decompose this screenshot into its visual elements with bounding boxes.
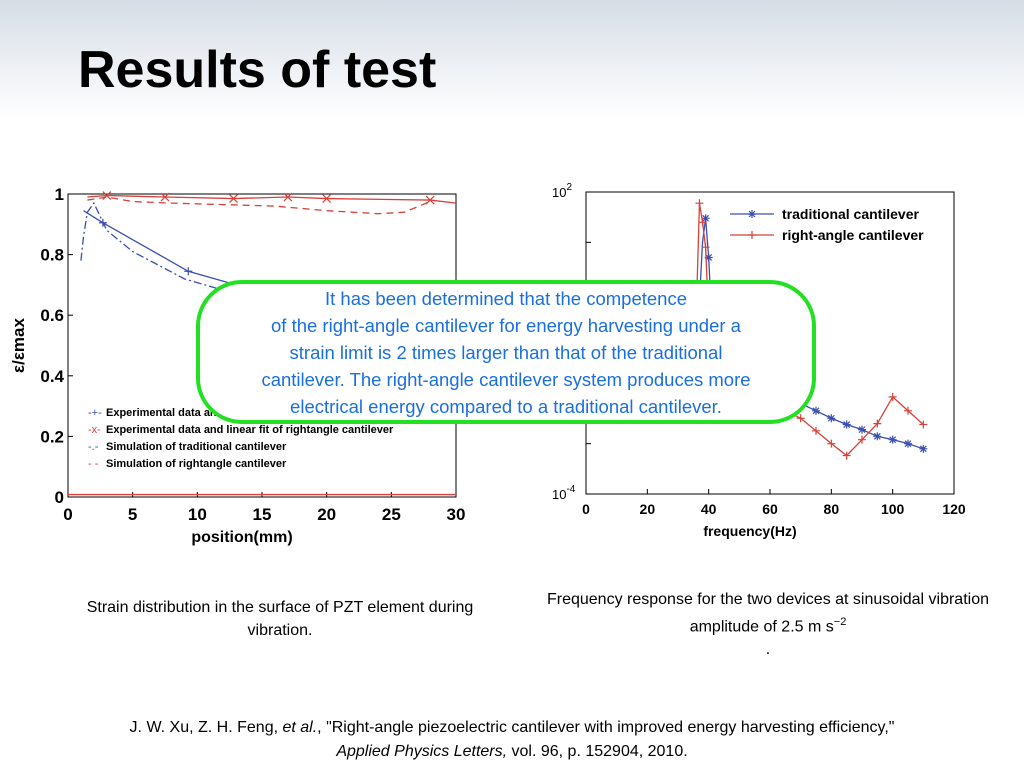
y-tick-label: 10-4 xyxy=(552,484,576,502)
right-caption-superscript: −2 xyxy=(833,616,847,628)
star-marker xyxy=(919,444,928,453)
right-caption-text: Frequency response for the two devices a… xyxy=(546,591,989,636)
citation-etal: et al. xyxy=(282,719,318,736)
star-marker xyxy=(812,406,820,415)
legend-marker: -.- xyxy=(88,441,99,453)
x-tick-label: 20 xyxy=(640,501,656,517)
plus-marker xyxy=(701,243,710,252)
callout-line: electrical energy compared to a traditio… xyxy=(290,395,722,417)
plus-marker xyxy=(842,451,851,460)
plus-marker xyxy=(873,419,882,428)
x-tick-label: 80 xyxy=(824,501,840,517)
star-marker xyxy=(842,420,851,429)
y-tick-base: 10 xyxy=(552,185,566,200)
series-line xyxy=(80,201,237,295)
legend-marker: -+- xyxy=(88,407,102,419)
left-figure-caption: Strain distribution in the surface of PZ… xyxy=(86,599,474,639)
star-marker xyxy=(704,253,713,262)
callout-line: strain limit is 2 times larger than that… xyxy=(289,341,723,363)
plus-marker xyxy=(827,439,836,448)
series-line xyxy=(87,196,431,215)
x-tick-label: 10 xyxy=(188,505,207,524)
citation-journal: Applied Physics Letters, xyxy=(336,743,508,760)
x-tick-label: 20 xyxy=(317,505,336,524)
x-tick-label: 0 xyxy=(63,505,72,524)
x-axis-label: position(mm) xyxy=(191,529,292,546)
x-tick-label: 0 xyxy=(582,501,590,517)
plus-marker xyxy=(796,414,805,423)
y-tick-exponent: 2 xyxy=(566,182,572,193)
star-marker xyxy=(748,210,756,218)
plus-marker xyxy=(919,420,928,429)
x-tick-label: 60 xyxy=(762,501,778,517)
callout-line: cantilever. The right-angle cantilever s… xyxy=(261,368,751,390)
conclusion-callout: It has been determined that the competen… xyxy=(196,280,816,424)
x-tick-label: 120 xyxy=(942,501,966,517)
x-marker xyxy=(229,194,238,203)
x-marker xyxy=(322,194,332,203)
legend-label: traditional cantilever xyxy=(782,206,919,222)
y-tick-label: 1 xyxy=(55,185,64,204)
legend-label: right-angle cantilever xyxy=(782,227,924,243)
plus-marker xyxy=(812,426,820,435)
y-tick-label: 0.2 xyxy=(40,427,64,446)
right-figure-caption: Frequency response for the two devices a… xyxy=(520,588,1016,661)
callout-line: It has been determined that the competen… xyxy=(324,287,687,309)
citation: J. W. Xu, Z. H. Feng, et al., "Right-ang… xyxy=(0,716,1024,764)
y-tick-label: 0.8 xyxy=(40,246,64,265)
plus-marker xyxy=(888,392,897,401)
x-axis-label: frequency(Hz) xyxy=(703,523,796,539)
series-line xyxy=(87,194,457,204)
legend-label: Experimental data and xyxy=(106,407,223,419)
plus-marker xyxy=(695,199,704,208)
star-marker xyxy=(888,435,897,444)
x-marker xyxy=(160,192,170,202)
plus-marker xyxy=(184,267,193,276)
x-tick-label: 100 xyxy=(881,501,905,517)
star-marker xyxy=(904,439,912,448)
y-tick-label: 102 xyxy=(552,182,572,200)
plus-marker xyxy=(748,231,756,239)
callout-line: of the right-angle cantilever for energy… xyxy=(271,314,741,336)
star-marker xyxy=(827,414,836,423)
right-caption-period: . xyxy=(765,641,771,659)
citation-details: vol. 96, p. 152904, 2010. xyxy=(507,743,688,760)
y-tick-label: 0.6 xyxy=(40,306,64,325)
y-tick-exponent: -4 xyxy=(566,484,575,495)
y-tick-label: 0.4 xyxy=(40,367,64,386)
page-title: Results of test xyxy=(78,41,437,99)
legend-marker: - - xyxy=(88,458,99,470)
x-tick-label: 5 xyxy=(128,505,137,524)
legend-label: Simulation of traditional cantilever xyxy=(106,441,287,453)
y-tick-base: 10 xyxy=(552,487,566,502)
legend-marker: -x- xyxy=(88,424,101,436)
legend-label: Experimental data and linear fit of righ… xyxy=(106,424,394,436)
x-marker xyxy=(102,191,112,200)
star-marker xyxy=(701,214,710,223)
y-axis-label: ε/εmax xyxy=(9,318,28,373)
series-line xyxy=(83,210,237,286)
x-tick-label: 25 xyxy=(382,505,401,524)
x-tick-label: 30 xyxy=(447,505,466,524)
legend-label: Simulation of rightangle cantilever xyxy=(106,458,287,470)
legend-box xyxy=(726,200,950,244)
star-marker xyxy=(873,432,882,441)
plus-marker xyxy=(698,218,707,227)
y-tick-label: 0 xyxy=(55,488,64,507)
plus-marker xyxy=(858,435,866,444)
x-tick-label: 15 xyxy=(253,505,272,524)
citation-title: , "Right-angle piezoelectric cantilever … xyxy=(317,719,895,736)
x-marker xyxy=(283,192,293,202)
x-tick-label: 40 xyxy=(701,501,717,517)
citation-authors: J. W. Xu, Z. H. Feng, xyxy=(129,719,279,736)
star-marker xyxy=(858,425,866,434)
plus-marker xyxy=(904,406,912,415)
